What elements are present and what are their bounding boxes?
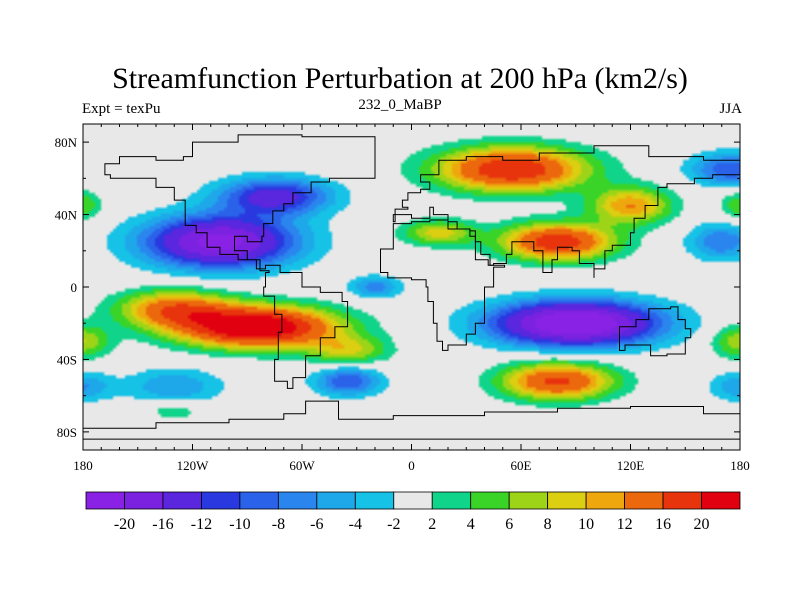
y-tick-label: 40N [55, 208, 78, 223]
colorbar-swatch [201, 491, 241, 510]
x-tick-label: 60E [511, 458, 532, 473]
continent-outline [104, 134, 376, 389]
continent-outline [392, 145, 740, 278]
colorbar-swatch [701, 491, 741, 510]
x-tick-label: 180 [730, 458, 750, 473]
chart-title: Streamfunction Perturbation at 200 hPa (… [112, 62, 688, 95]
colorbar-swatch [624, 491, 664, 510]
colorbar-swatch [316, 491, 356, 510]
colorbar-label: -2 [387, 516, 400, 533]
continent-outlines [83, 134, 740, 440]
y-axis: 80N 40N 0 40S 80S [55, 135, 740, 440]
contour-fill [83, 124, 740, 450]
colorbar-label: -16 [152, 516, 173, 533]
x-tick-label: 0 [408, 458, 415, 473]
colorbar-label: 4 [467, 516, 475, 533]
colorbar-label: 2 [428, 516, 436, 533]
colorbar-label: 10 [578, 516, 594, 533]
colorbar-label: 20 [694, 516, 710, 533]
colorbar-label: -10 [229, 516, 250, 533]
continent-outline [83, 400, 740, 440]
colorbar-swatch [508, 491, 549, 510]
colorbar-label: 16 [655, 516, 671, 533]
season-label: JJA [719, 101, 742, 117]
colorbar-label: 12 [617, 516, 633, 533]
x-tick-label: 60W [289, 458, 315, 473]
continent-outline [619, 306, 692, 357]
x-axis: 180 120W 60W 0 60E 120E 180 [73, 124, 750, 473]
colorbar-swatch [662, 491, 702, 510]
colorbar-swatch [162, 491, 202, 510]
plot-area [83, 124, 740, 450]
x-tick-label: 120W [177, 458, 210, 473]
colorbar-swatch [354, 491, 395, 510]
colorbar-label: -8 [272, 516, 285, 533]
colorbar-label: -20 [114, 516, 135, 533]
y-tick-label: 80N [55, 135, 78, 150]
experiment-label: Expt = texPu [82, 101, 161, 117]
colorbar-swatch [393, 491, 433, 510]
x-tick-label: 120E [617, 458, 645, 473]
colorbar-label: -6 [310, 516, 323, 533]
colorbar: -20 -16 -12 -10 -8 -6 -4 -2 2 4 6 8 10 12 16 20 [85, 491, 741, 533]
colorbar-label: 6 [505, 516, 513, 533]
colorbar-swatch [470, 491, 510, 510]
y-tick-label: 80S [57, 425, 77, 440]
colorbar-label: -12 [191, 516, 212, 533]
colorbar-swatch [585, 491, 625, 510]
colorbar-label: 8 [544, 516, 552, 533]
y-tick-label: 0 [71, 280, 78, 295]
x-tick-label: 180 [73, 458, 93, 473]
colorbar-swatch [239, 491, 279, 510]
y-tick-label: 40S [57, 352, 77, 367]
colorbar-swatch [547, 491, 587, 510]
colorbar-swatch [124, 491, 164, 510]
continent-outline [380, 219, 506, 351]
colorbar-swatch [277, 491, 318, 510]
colorbar-swatch [431, 491, 472, 510]
colorbar-label: -4 [349, 516, 362, 533]
colorbar-swatch [85, 491, 125, 510]
run-label: 232_0_MaBP [358, 97, 442, 113]
